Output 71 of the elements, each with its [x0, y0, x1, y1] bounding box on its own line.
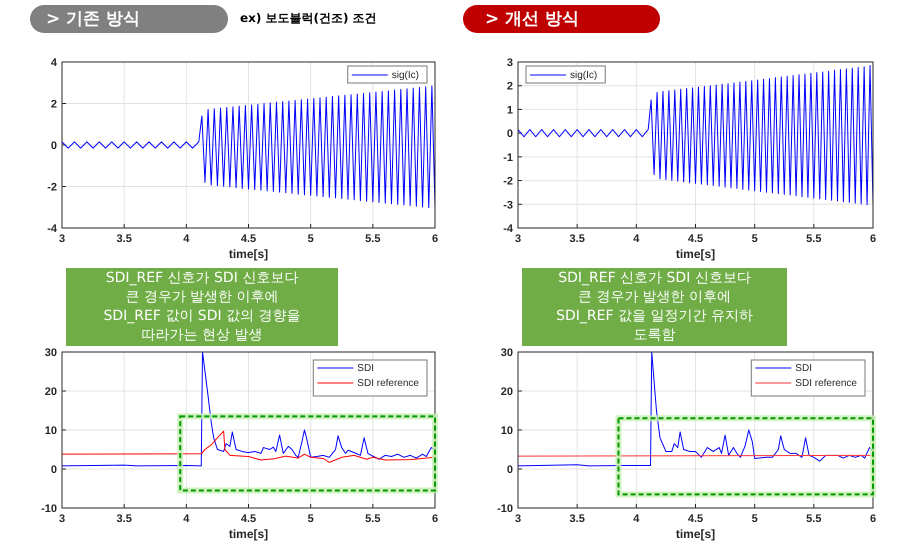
legend-label: SDI: [357, 363, 374, 374]
x-tick-label: 6: [870, 233, 876, 245]
text: ex) 보도블럭(건조) 조건: [240, 10, 378, 27]
y-tick-label: -4: [503, 223, 514, 235]
x-tick-label: 3.5: [116, 513, 132, 525]
text: > 개선 방식: [463, 5, 660, 33]
x-tick-label: 3: [514, 513, 522, 525]
y-tick-label: -2: [503, 176, 513, 188]
y-tick-label: 0: [506, 464, 513, 476]
y-tick-label: 4: [50, 57, 58, 69]
line-series: [62, 85, 435, 209]
y-tick-label: 10: [44, 425, 57, 437]
y-tick-label: -2: [47, 182, 57, 194]
y-tick-label: 3: [506, 57, 513, 69]
text: SDI_REF 신호가 SDI 신호보다 큰 경우가 발생한 이후에 SDI_REF 값이 SDI 값의 경향을 따라가는 현상 발생: [66, 268, 338, 346]
y-tick-label: 1: [506, 104, 513, 116]
x-tick-label: 5.5: [365, 233, 380, 245]
y-tick-label: 20: [500, 386, 513, 398]
x-tick-label: 6: [870, 513, 876, 525]
x-tick-label: 4: [633, 233, 640, 245]
legend-label: SDI reference: [795, 378, 858, 389]
legend-label: sig(Ic): [570, 70, 598, 81]
x-tick-label: 3: [58, 513, 66, 525]
x-tick-label: 3.5: [116, 233, 132, 245]
line-series: [62, 430, 435, 463]
x-tick-label: 4: [183, 233, 190, 245]
x-tick-label: 3: [514, 233, 522, 245]
y-tick-label: 0: [50, 464, 57, 476]
x-tick-label: 3.5: [570, 513, 585, 525]
line-series: [518, 352, 873, 466]
x-tick-label: 6: [432, 513, 438, 525]
x-tick-label: 5.5: [365, 513, 380, 525]
x-tick-label: 5: [752, 233, 758, 245]
x-tick-label: 4.5: [688, 513, 704, 525]
y-tick-label: 20: [44, 386, 57, 398]
legend-label: sig(Ic): [392, 70, 419, 81]
y-tick-label: 2: [50, 98, 57, 110]
y-tick-label: 0: [50, 140, 57, 152]
x-tick-label: 3.5: [570, 233, 585, 245]
x-tick-label: 5: [752, 513, 758, 525]
x-tick-label: 4.5: [688, 233, 704, 245]
y-tick-label: -10: [497, 503, 513, 515]
y-tick-label: -10: [41, 503, 57, 515]
x-axis-title: time[s]: [676, 527, 716, 541]
y-tick-label: 10: [500, 425, 513, 437]
y-tick-label: -3: [503, 199, 513, 212]
y-tick-label: -1: [503, 152, 513, 164]
y-tick-label: 30: [44, 347, 57, 359]
x-tick-label: 5.5: [806, 233, 822, 245]
text: SDI_REF 신호가 SDI 신호보다 큰 경우가 발생한 이후에 SDI_REF 값을 일정기간 유지하 도록함: [522, 268, 787, 346]
x-tick-label: 6: [432, 233, 438, 245]
legend-label: SDI: [795, 363, 812, 374]
text: > 기존 방식: [30, 5, 228, 33]
x-tick-label: 5.5: [806, 513, 822, 525]
x-axis-title: time[s]: [228, 247, 268, 261]
x-tick-label: 4.5: [240, 513, 256, 525]
x-tick-label: 5: [308, 233, 314, 245]
legend-label: SDI reference: [357, 378, 420, 389]
y-tick-label: 0: [506, 128, 513, 140]
line-series: [62, 352, 435, 466]
y-tick-label: 30: [500, 347, 513, 359]
x-tick-label: 3: [58, 233, 66, 245]
x-tick-label: 4: [633, 513, 640, 525]
x-axis-title: time[s]: [676, 247, 716, 261]
x-axis-title: time[s]: [228, 527, 268, 541]
x-tick-label: 4: [183, 513, 190, 525]
line-series: [518, 65, 873, 206]
y-tick-label: 2: [506, 80, 513, 93]
y-tick-label: -4: [47, 223, 58, 235]
x-tick-label: 5: [308, 513, 314, 525]
x-tick-label: 4.5: [240, 233, 256, 245]
